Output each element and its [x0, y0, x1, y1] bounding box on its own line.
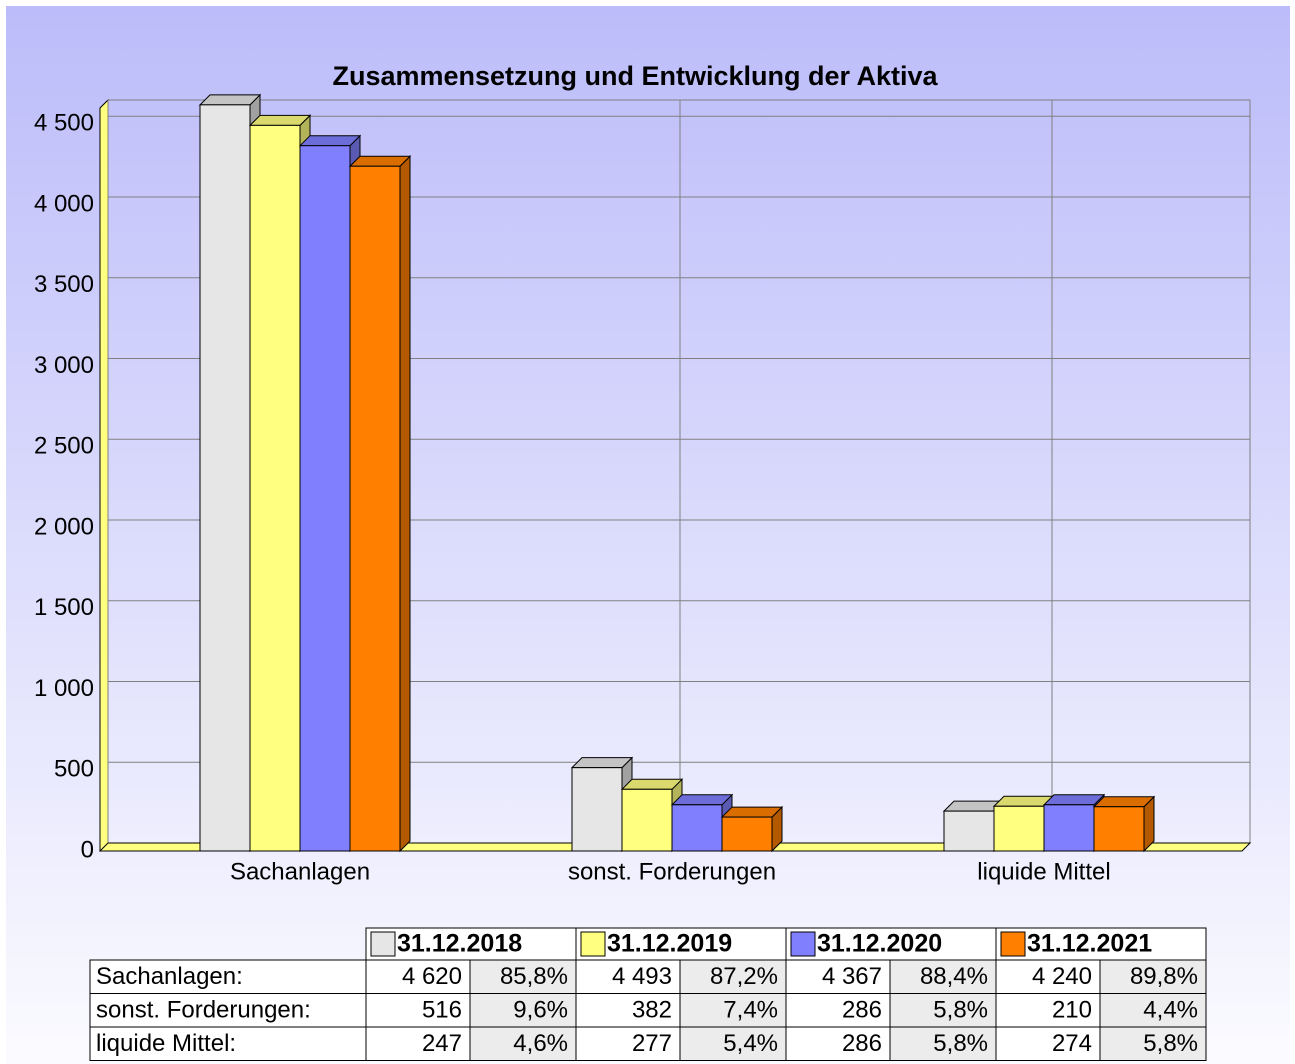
- bar-side: [399, 155, 411, 853]
- share-cell: [889, 993, 997, 1028]
- y-tick-label: 1 000: [34, 675, 94, 702]
- bar: [721, 816, 773, 852]
- share-label: 85,8%: [500, 963, 568, 990]
- share-label: 5,4%: [723, 1030, 778, 1057]
- value-label: 4 493: [612, 963, 672, 990]
- bar-top: [670, 794, 734, 806]
- value-cell: [995, 1026, 1101, 1061]
- share-label: 4,6%: [513, 1030, 568, 1057]
- bar: [299, 145, 351, 852]
- share-label: 5,8%: [933, 997, 988, 1024]
- background: [6, 6, 1290, 1064]
- legend-swatch: [370, 931, 396, 957]
- bar: [571, 767, 623, 852]
- y-tick-label: 1 500: [34, 594, 94, 621]
- x-tick-label: Sachanlagen: [230, 858, 370, 885]
- bar: [943, 810, 995, 852]
- share-cell: [1099, 993, 1207, 1028]
- bar-top: [1042, 794, 1106, 806]
- legend-swatch: [790, 931, 816, 957]
- y-tick-label: 4 000: [34, 190, 94, 217]
- bar: [621, 788, 673, 852]
- share-cell: [1099, 959, 1207, 994]
- legend-cell: [575, 927, 787, 961]
- value-cell: [365, 1026, 471, 1061]
- share-cell: [469, 959, 577, 994]
- value-cell: [785, 993, 891, 1028]
- row-label: Sachanlagen:: [96, 963, 243, 990]
- value-label: 277: [632, 1030, 672, 1057]
- share-label: 88,4%: [920, 963, 988, 990]
- value-cell: [785, 959, 891, 994]
- value-label: 286: [842, 997, 882, 1024]
- bar-top: [1092, 796, 1156, 808]
- value-label: 382: [632, 997, 672, 1024]
- value-label: 516: [422, 997, 462, 1024]
- bar-top: [720, 806, 784, 818]
- bar: [199, 104, 251, 852]
- y-tick-label: 3 500: [34, 271, 94, 298]
- value-label: 210: [1052, 997, 1092, 1024]
- legend-swatch: [580, 931, 606, 957]
- value-cell: [365, 959, 471, 994]
- row-label: liquide Mittel:: [96, 1030, 236, 1057]
- share-label: 87,2%: [710, 963, 778, 990]
- value-label: 4 240: [1032, 963, 1092, 990]
- value-cell: [575, 993, 681, 1028]
- value-label: 274: [1052, 1030, 1092, 1057]
- y-wall: [99, 98, 109, 852]
- bar: [349, 165, 401, 852]
- legend-cell: [365, 927, 577, 961]
- y-tick-label: 3 000: [34, 352, 94, 379]
- value-cell: [995, 993, 1101, 1028]
- row-label: sonst. Forderungen:: [96, 997, 311, 1024]
- value-label: 286: [842, 1030, 882, 1057]
- legend-label: 31.12.2018: [397, 930, 522, 958]
- share-label: 9,6%: [513, 997, 568, 1024]
- bar-top: [570, 757, 634, 769]
- share-label: 7,4%: [723, 997, 778, 1024]
- share-cell: [469, 993, 577, 1028]
- share-label: 5,8%: [933, 1030, 988, 1057]
- y-tick-label: 2 000: [34, 513, 94, 540]
- value-cell: [575, 1026, 681, 1061]
- bar: [671, 804, 723, 852]
- bar: [993, 805, 1045, 852]
- bar-top: [620, 778, 684, 790]
- chart-title: Zusammensetzung und Entwicklung der Akti…: [332, 61, 938, 91]
- legend-cell: [785, 927, 997, 961]
- legend-label: 31.12.2020: [817, 930, 942, 958]
- bar: [1043, 804, 1095, 852]
- legend-cell: [995, 927, 1207, 961]
- legend-label: 31.12.2019: [607, 930, 732, 958]
- value-label: 247: [422, 1030, 462, 1057]
- value-cell: [995, 959, 1101, 994]
- bar-top: [248, 114, 312, 126]
- y-tick-label: 4 500: [34, 110, 94, 137]
- share-cell: [679, 1026, 787, 1061]
- share-cell: [1099, 1026, 1207, 1061]
- share-cell: [889, 1026, 997, 1061]
- bar-top: [198, 94, 262, 106]
- bar: [1093, 806, 1145, 852]
- bar-top: [348, 155, 412, 167]
- share-label: 89,8%: [1130, 963, 1198, 990]
- value-label: 4 620: [402, 963, 462, 990]
- legend-swatch: [1000, 931, 1026, 957]
- value-cell: [365, 993, 471, 1028]
- x-tick-label: sonst. Forderungen: [568, 858, 776, 885]
- share-label: 4,4%: [1143, 997, 1198, 1024]
- bar: [249, 124, 301, 852]
- y-tick-label: 500: [54, 756, 94, 783]
- y-tick-label: 2 500: [34, 433, 94, 460]
- x-tick-label: liquide Mittel: [977, 858, 1110, 885]
- value-label: 4 367: [822, 963, 882, 990]
- share-cell: [469, 1026, 577, 1061]
- share-label: 5,8%: [1143, 1030, 1198, 1057]
- bar-top: [298, 135, 362, 147]
- y-tick-label: 0: [81, 836, 94, 863]
- legend-label: 31.12.2021: [1027, 930, 1152, 958]
